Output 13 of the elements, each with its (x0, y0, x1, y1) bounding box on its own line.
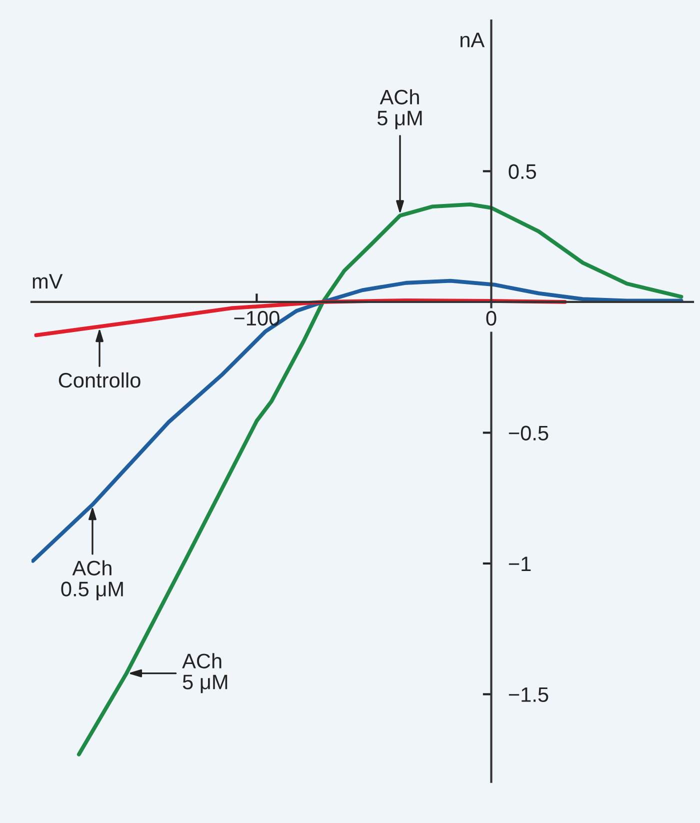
y-axis-title: nA (460, 32, 485, 48)
x-axis-title: mV (32, 274, 63, 289)
annotation: ACh 5 μM (182, 653, 228, 694)
line-series (34, 298, 567, 338)
y-tick-label: −1.5 (508, 687, 548, 702)
annotation: ACh 5 μM (377, 89, 422, 130)
x-tick-label: −100 (234, 310, 280, 326)
annotation: ACh 0.5 μM (61, 560, 123, 600)
y-tick-label: −0.5 (508, 426, 548, 440)
annotation: Controllo (58, 372, 140, 388)
y-tick-label: 0.5 (508, 164, 536, 179)
x-tick-label: 0 (486, 310, 496, 326)
y-tick-label: −1 (508, 556, 531, 572)
